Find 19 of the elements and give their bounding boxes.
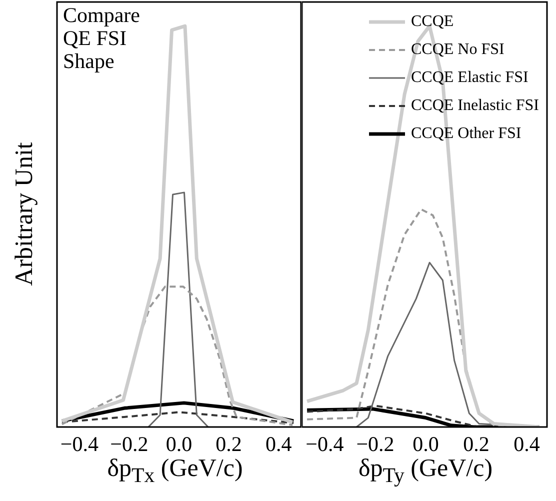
legend-label: CCQE Elastic FSI [411, 69, 528, 86]
x-tick-label: −0.4 [306, 432, 344, 456]
x-tick-label: 0.0 [166, 432, 192, 456]
legend-label: CCQE [411, 13, 454, 30]
legend-label: CCQE No FSI [411, 41, 504, 58]
legend-label: CCQE Other FSI [411, 125, 522, 142]
x-tick-label: 0.4 [265, 432, 292, 456]
x-tick-label: 0.0 [412, 432, 439, 456]
x-tick-label: 0.2 [463, 432, 490, 456]
legend-label: CCQE Inelastic FSI [411, 97, 540, 114]
x-tick-label: −0.4 [60, 432, 99, 456]
x-tick-label: 0.2 [216, 432, 242, 456]
x-axis-title: δp$_{Tx}$ (GeV/c) [106, 455, 244, 488]
x-tick-label: −0.2 [110, 432, 148, 456]
y-axis-title: Arbitrary Unit [11, 141, 39, 288]
x-tick-label: −0.2 [356, 432, 394, 456]
x-axis-title: δp$_{Ty}$ (GeV/c) [357, 455, 494, 488]
x-tick-label: 0.4 [514, 432, 540, 456]
annotation: Compare QE FSI Shape [63, 3, 140, 74]
